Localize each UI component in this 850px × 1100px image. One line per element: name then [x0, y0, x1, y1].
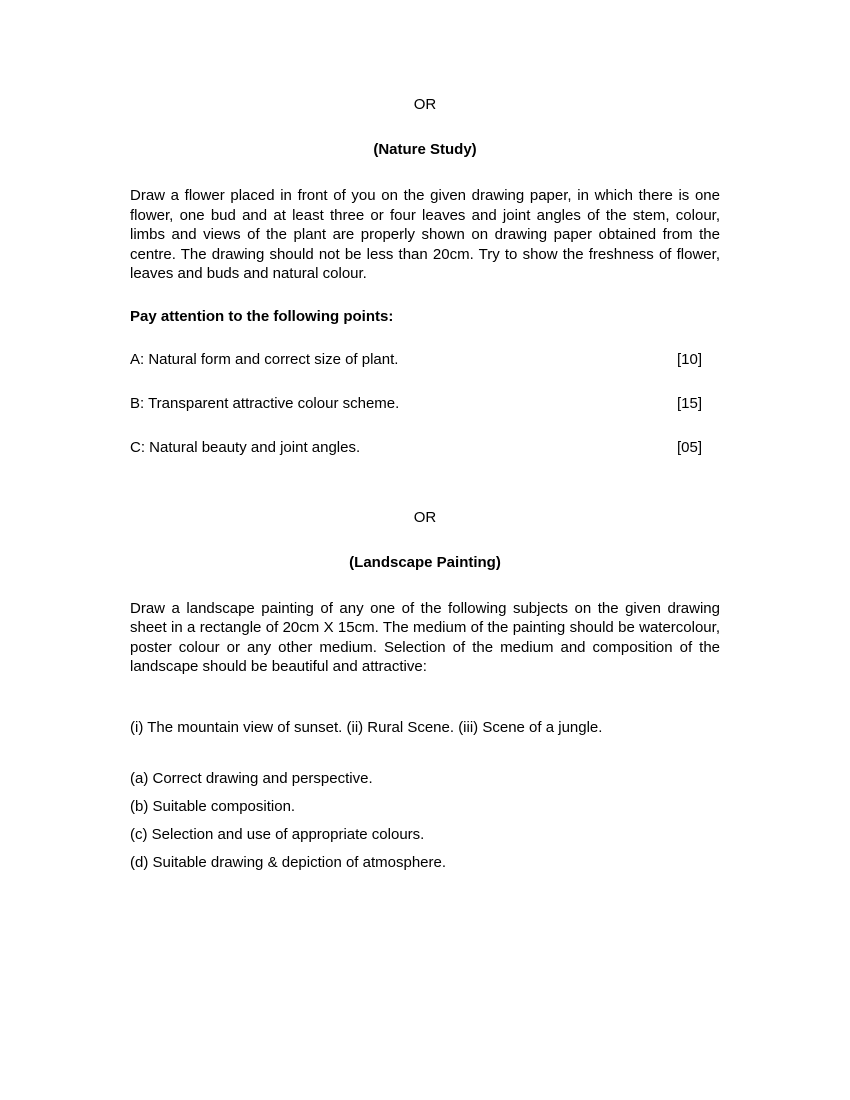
list-item-c: (c) Selection and use of appropriate col… — [130, 826, 720, 843]
section1-title: (Nature Study) — [130, 141, 720, 158]
criteria-label: B: Transparent attractive colour scheme. — [130, 395, 677, 412]
criteria-row-c: C: Natural beauty and joint angles. [05] — [130, 439, 720, 456]
criteria-marks: [05] — [677, 439, 720, 456]
list-item-a: (a) Correct drawing and perspective. — [130, 770, 720, 787]
list-item-b: (b) Suitable composition. — [130, 798, 720, 815]
section2-title: (Landscape Painting) — [130, 554, 720, 571]
section2-paragraph: Draw a landscape painting of any one of … — [130, 599, 720, 677]
criteria-row-a: A: Natural form and correct size of plan… — [130, 351, 720, 368]
criteria-label: A: Natural form and correct size of plan… — [130, 351, 677, 368]
criteria-marks: [10] — [677, 351, 720, 368]
exam-page: OR (Nature Study) Draw a flower placed i… — [0, 0, 850, 871]
list-item-d: (d) Suitable drawing & depiction of atmo… — [130, 854, 720, 871]
criteria-row-b: B: Transparent attractive colour scheme.… — [130, 395, 720, 412]
or-separator-2: OR — [130, 509, 720, 526]
section2-options: (i) The mountain view of sunset. (ii) Ru… — [130, 719, 720, 736]
or-separator-1: OR — [130, 96, 720, 113]
criteria-label: C: Natural beauty and joint angles. — [130, 439, 677, 456]
section1-paragraph: Draw a flower placed in front of you on … — [130, 186, 720, 284]
attention-heading: Pay attention to the following points: — [130, 308, 720, 325]
criteria-marks: [15] — [677, 395, 720, 412]
